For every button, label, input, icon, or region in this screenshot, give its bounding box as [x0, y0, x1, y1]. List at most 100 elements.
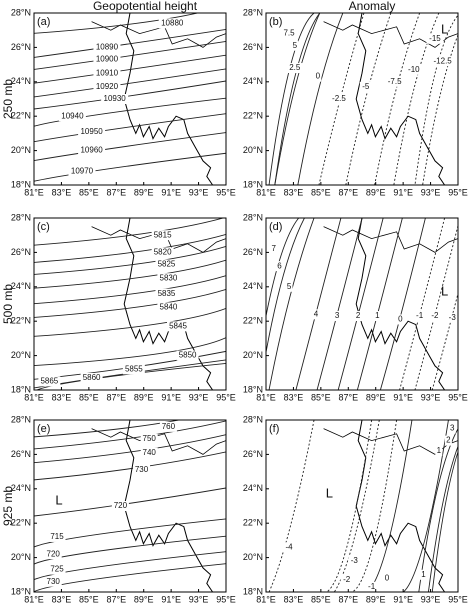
contour-line: [34, 420, 182, 438]
label-bg: [348, 556, 361, 567]
y-tick-label: 26°N: [243, 247, 263, 257]
panel-label: (e): [37, 423, 50, 435]
contour-line: [295, 218, 342, 390]
contour-label: 7.5: [283, 29, 295, 38]
border: [91, 428, 226, 455]
contour-line: [414, 14, 458, 185]
contour-line: [34, 337, 226, 367]
contour-line: [379, 218, 426, 390]
panel-frame: [33, 217, 227, 391]
x-tick-label: 93°E: [189, 187, 209, 197]
x-tick-label: 81°E: [256, 392, 276, 402]
contour-line: [34, 97, 226, 127]
label-bg: [151, 247, 174, 258]
coastline: [355, 218, 446, 390]
contour-line: [297, 13, 344, 185]
contour-label: 5845: [169, 321, 187, 330]
x-tick-label: 85°E: [79, 187, 99, 197]
x-tick-label: 95°E: [216, 594, 236, 603]
map-contents: [34, 420, 226, 592]
column-header: Anomaly: [349, 0, 396, 13]
contour-line: [34, 246, 226, 275]
map-panel: 7.5 5 2.5 0 -2.5 -5 -7.5 -10 -12.5 -15L (b) 81°E 83°…: [243, 7, 468, 197]
label-bg: [435, 445, 443, 456]
label-bg: [78, 126, 106, 137]
label-bg: [270, 243, 278, 254]
label-bg: [155, 259, 178, 270]
contour-label: 5855: [125, 364, 143, 373]
border: [91, 226, 226, 253]
x-tick-label: 89°E: [134, 594, 154, 603]
contour-line: [418, 428, 458, 592]
panel-label: (a): [37, 16, 50, 28]
contour-label: -12.5: [434, 56, 453, 65]
label-bg: [58, 111, 86, 122]
y-tick-label: 20°N: [11, 552, 31, 562]
contour-label: 1: [375, 311, 380, 320]
contour-label: -3: [351, 556, 359, 565]
contour-line: [266, 218, 305, 355]
contour-label: -2: [343, 575, 351, 584]
label-bg: [93, 42, 121, 53]
label-bg: [312, 309, 320, 320]
contour-line: [427, 445, 458, 592]
label-bg: [93, 81, 121, 92]
contour-label: -2: [431, 311, 439, 320]
y-tick-label: 26°N: [243, 449, 263, 459]
x-tick-label: 83°E: [284, 392, 304, 402]
contour-line: [34, 80, 226, 110]
label-bg: [283, 542, 296, 553]
label-bg: [35, 220, 55, 232]
contour-label: -1: [416, 311, 424, 320]
contour-line: [403, 420, 449, 592]
contour-line: [34, 535, 226, 565]
contour-line: [366, 420, 413, 592]
column-header: Geopotential height: [93, 0, 198, 13]
panel-frame: [265, 12, 459, 186]
label-bg: [155, 288, 178, 299]
label-bg: [44, 549, 62, 560]
y-tick-label: 18°N: [243, 179, 263, 189]
label-bg: [383, 573, 391, 584]
x-tick-label: 91°E: [393, 594, 413, 603]
label-bg: [428, 311, 441, 322]
contour-line: [345, 13, 392, 185]
label-bg: [35, 15, 55, 27]
contour-line: [316, 218, 363, 390]
label-bg: [314, 71, 322, 82]
y-tick-label: 20°N: [243, 350, 263, 360]
x-tick-label: 89°E: [134, 392, 154, 402]
label-bg: [122, 364, 145, 375]
x-tick-label: 81°E: [24, 594, 44, 603]
contour-label: 5840: [160, 303, 178, 312]
contour-line: [333, 420, 380, 592]
x-tick-label: 85°E: [311, 594, 331, 603]
contour-line: [34, 451, 226, 481]
label-bg: [354, 311, 362, 322]
y-tick-label: 22°N: [243, 518, 263, 528]
y-tick-label: 26°N: [11, 449, 31, 459]
contour-label: 5820: [154, 248, 172, 257]
contour-label: 10900: [96, 55, 119, 64]
contour-label: 5850: [179, 351, 197, 360]
label-bg: [333, 311, 341, 322]
contour-label: 3: [335, 311, 340, 320]
contour-label: 5835: [158, 289, 176, 298]
label-bg: [396, 314, 404, 325]
x-tick-label: 95°E: [448, 594, 468, 603]
contour-label: 740: [143, 448, 157, 457]
label-bg: [101, 94, 129, 104]
contour-label: 5860: [83, 373, 101, 382]
label-bg: [267, 422, 287, 434]
contour-label: 4: [314, 309, 319, 318]
contour-label: 715: [50, 532, 64, 541]
low-marker: L: [441, 283, 448, 298]
contour-label: 10920: [96, 82, 119, 91]
contour-line: [34, 275, 226, 305]
label-bg: [365, 581, 378, 592]
label-bg: [405, 64, 423, 75]
coastline: [123, 218, 214, 390]
y-tick-label: 20°N: [243, 145, 263, 155]
y-tick-label: 28°N: [11, 414, 31, 424]
x-tick-label: 93°E: [421, 594, 441, 603]
